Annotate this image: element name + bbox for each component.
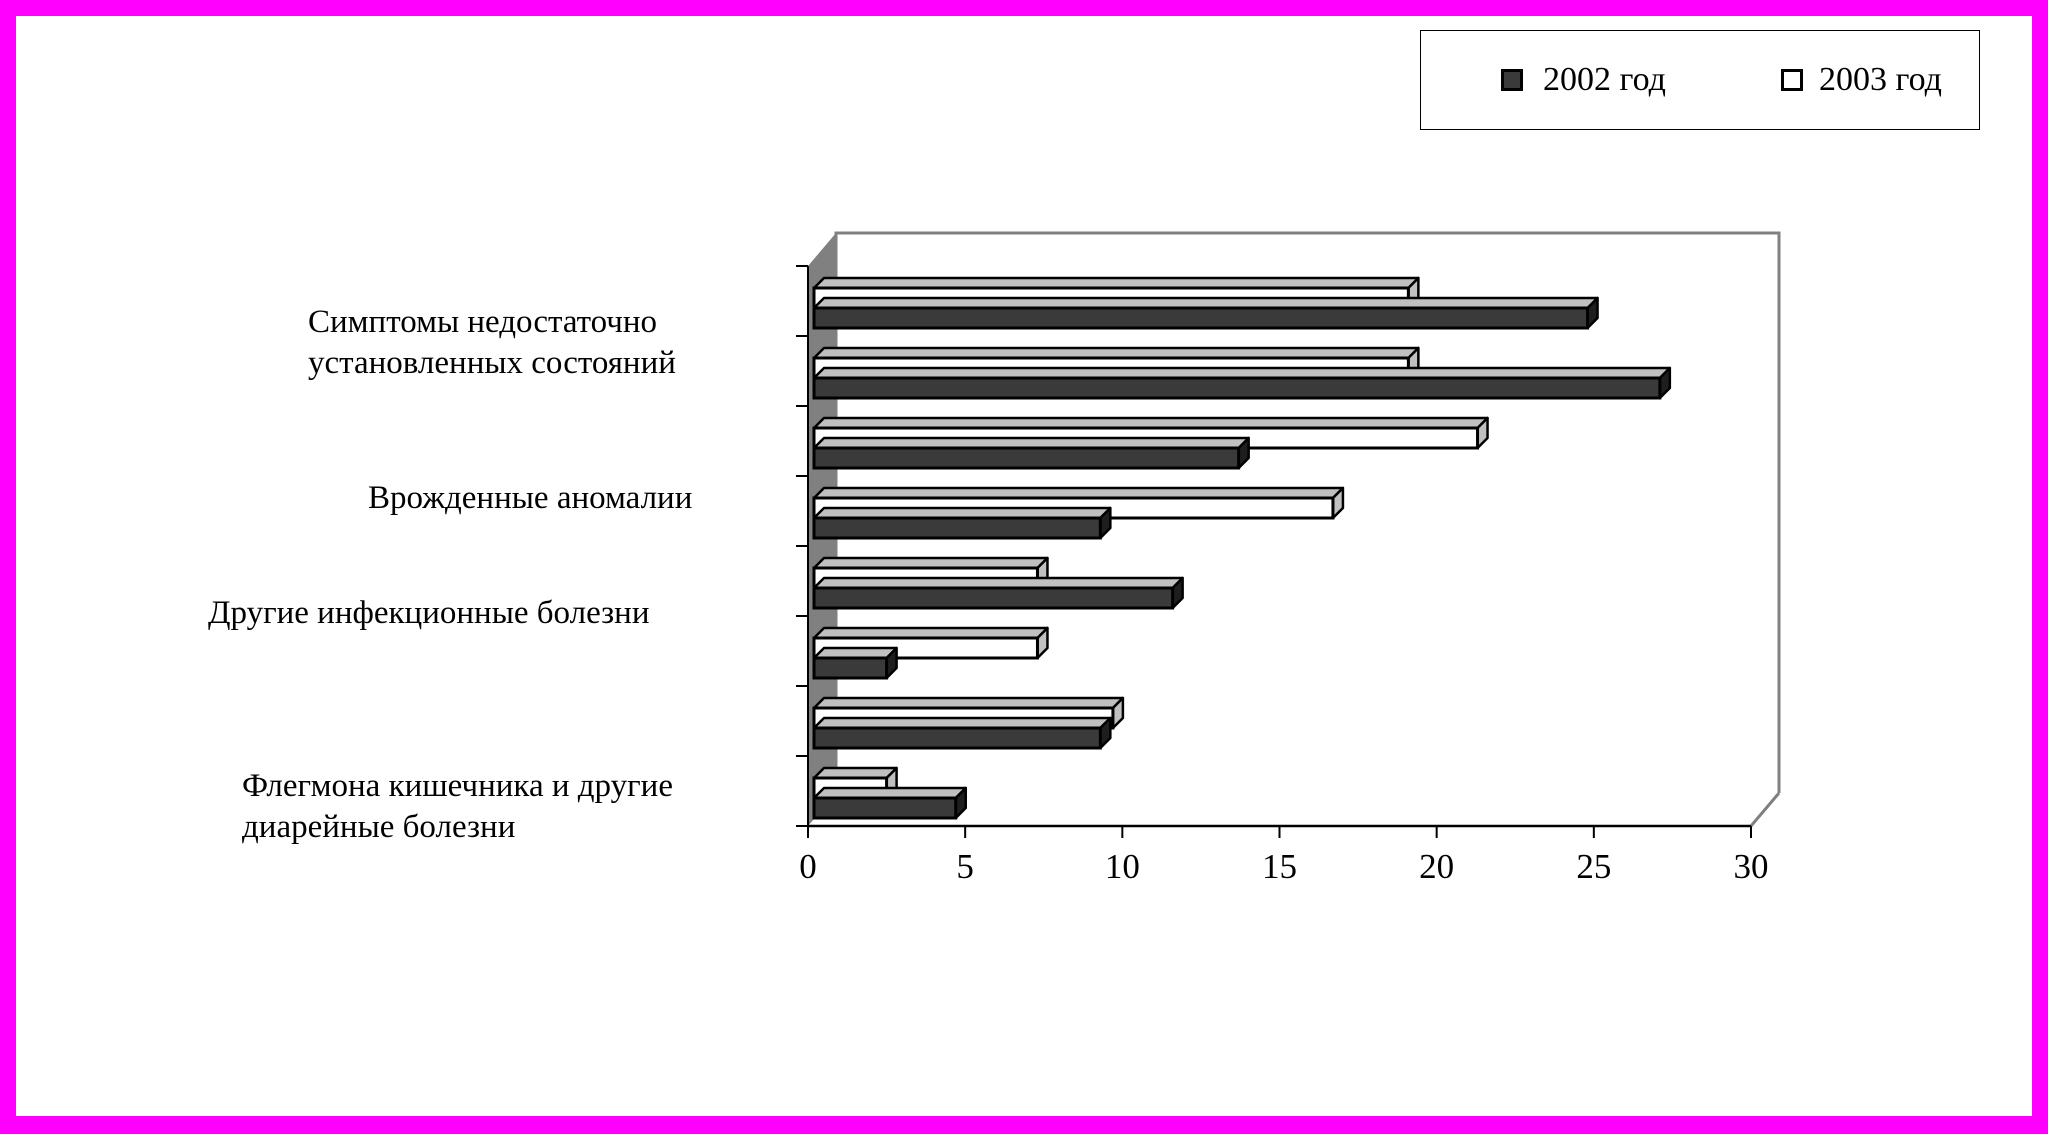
category-label-line: Флегмона кишечника и другие xyxy=(242,768,673,804)
legend-swatch-2002 xyxy=(1501,69,1523,91)
x-tick-label: 0 xyxy=(799,847,817,886)
bar-2002 xyxy=(812,716,1112,750)
legend-swatch-2003 xyxy=(1781,69,1803,91)
x-tick-label: 10 xyxy=(1105,847,1140,886)
bar-2002 xyxy=(812,786,967,820)
bar-2003 xyxy=(812,626,1049,660)
legend-label-2003: 2003 год xyxy=(1819,61,1942,98)
legend-label-2002: 2002 год xyxy=(1543,61,1666,98)
x-tick-label: 15 xyxy=(1262,847,1297,886)
category-label-line: диарейные болезни xyxy=(242,809,516,845)
bar-2002 xyxy=(812,436,1250,470)
bar-2002 xyxy=(812,646,898,680)
category-label-line: Врожденные аномалии xyxy=(368,480,693,516)
x-tick-label: 5 xyxy=(956,847,974,886)
bar-2002 xyxy=(812,506,1112,540)
bar-2002 xyxy=(812,366,1672,400)
x-tick-label: 25 xyxy=(1576,847,1611,886)
chart-canvas: 2002 год 2003 год 0 5 10 15 20 25 30 Симптомы … xyxy=(16,16,2032,1116)
category-label-line: установленных состояний xyxy=(308,345,676,381)
category-label: Другие инфекционные болезни xyxy=(208,593,650,634)
category-label: Флегмона кишечника и другие диарейные бол… xyxy=(242,766,673,848)
x-tick-label: 30 xyxy=(1734,847,1769,886)
bar-2002 xyxy=(812,296,1599,330)
category-label: Симптомы недостаточно установленных состо… xyxy=(308,302,676,384)
category-label: Врожденные аномалии xyxy=(368,478,692,519)
bar-2002 xyxy=(812,576,1184,610)
category-label-line: Симптомы недостаточно xyxy=(308,304,658,340)
legend: 2002 год 2003 год xyxy=(1420,30,1980,130)
category-label-line: Другие инфекционные болезни xyxy=(208,595,650,631)
bar-chart: 0 5 10 15 20 25 30 xyxy=(796,231,1781,886)
x-tick-label: 20 xyxy=(1419,847,1454,886)
